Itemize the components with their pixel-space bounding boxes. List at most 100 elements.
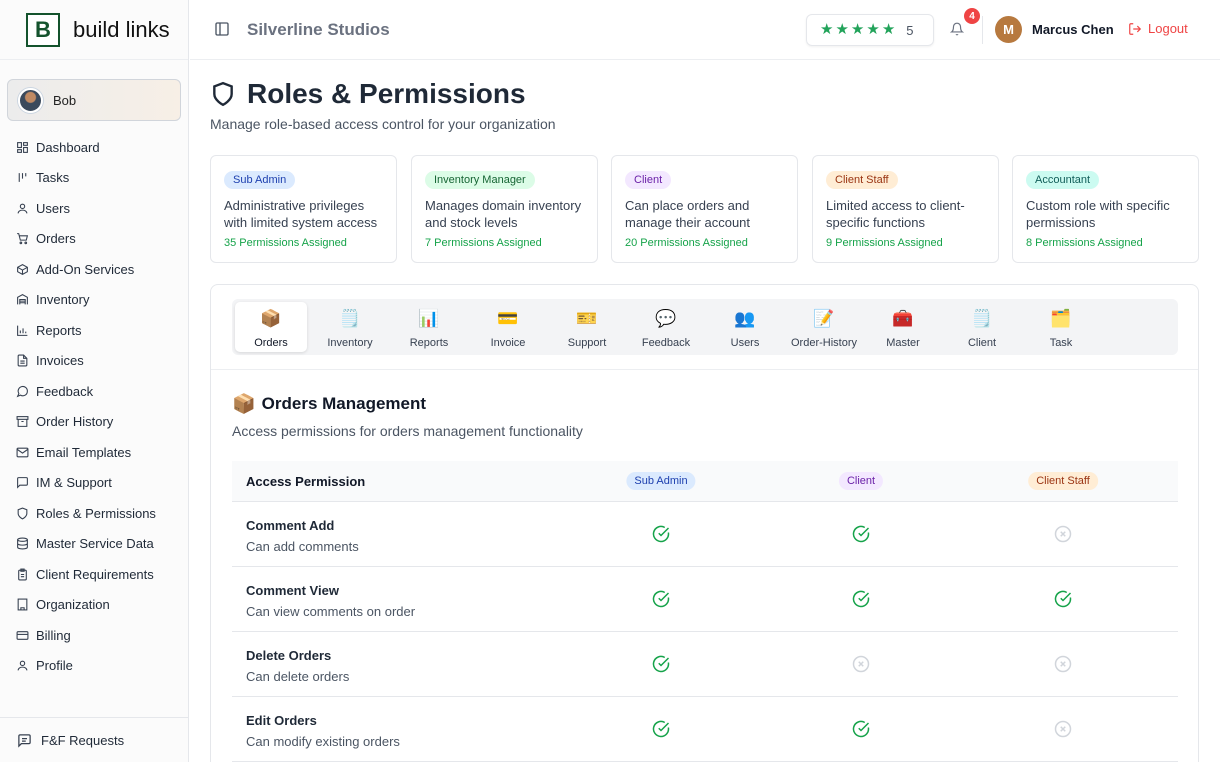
sidebar-item-reports[interactable]: Reports (0, 315, 189, 346)
sidebar-item-tasks[interactable]: Tasks (0, 163, 189, 194)
check-circle-icon[interactable] (652, 655, 670, 673)
sidebar-item-master-service-data[interactable]: Master Service Data (0, 529, 189, 560)
check-circle-icon[interactable] (852, 525, 870, 543)
check-circle-icon[interactable] (852, 590, 870, 608)
role-card[interactable]: Client Staff Limited access to client-spe… (812, 155, 999, 263)
permission-description: Can add comments (246, 539, 359, 554)
rating-widget[interactable]: ★ ★ ★ ★ ★ 5 (806, 14, 934, 46)
x-circle-icon[interactable] (1054, 655, 1072, 673)
role-column-header: Client Staff (1028, 472, 1098, 490)
rating-value: 5 (906, 22, 914, 38)
sidebar-item-label: Profile (36, 658, 73, 674)
user-icon (16, 202, 29, 215)
package-icon: 📦 (232, 394, 256, 415)
sidebar-item-email-templates[interactable]: Email Templates (0, 437, 189, 468)
tab-icon: 🧰 (892, 309, 914, 328)
section-title: 📦 Orders Management (232, 392, 426, 416)
role-card[interactable]: Client Can place orders and manage their … (611, 155, 798, 263)
divider (211, 369, 1198, 370)
sidebar-user-name: Bob (53, 92, 77, 108)
bar-chart-icon (16, 324, 29, 337)
mail-icon (16, 446, 29, 459)
role-card[interactable]: Accountant Custom role with specific perm… (1012, 155, 1199, 263)
role-description: Manages domain inventory and stock level… (425, 198, 582, 230)
logout-button[interactable]: Logout (1128, 21, 1188, 36)
tab-icon: 📊 (418, 309, 440, 328)
tab-client[interactable]: 🗒️ Client (946, 302, 1018, 352)
brand[interactable]: B build links (0, 0, 188, 60)
sidebar-item-feedback[interactable]: Feedback (0, 376, 189, 407)
bell-icon[interactable] (949, 22, 965, 36)
tab-icon: 💳 (497, 309, 519, 328)
tab-orders[interactable]: 📦 Orders (235, 302, 307, 352)
sidebar-item-invoices[interactable]: Invoices (0, 346, 189, 377)
tab-users[interactable]: 👥 Users (709, 302, 781, 352)
section-subtitle: Access permissions for orders management… (232, 423, 583, 439)
page-subtitle: Manage role-based access control for you… (210, 116, 556, 132)
sidebar-user-card[interactable]: Bob (7, 79, 181, 121)
tab-support[interactable]: 🎫 Support (551, 302, 623, 352)
sidebar-item-order-history[interactable]: Order History (0, 407, 189, 438)
header-user-name[interactable]: Marcus Chen (1032, 22, 1114, 37)
permission-name: Comment Add (246, 518, 335, 533)
table-row: Comment Add Can add comments (232, 502, 1178, 567)
archive-icon (16, 415, 29, 428)
sidebar-toggle-icon[interactable] (214, 21, 230, 37)
sidebar-item-client-requirements[interactable]: Client Requirements (0, 559, 189, 590)
tab-invoice[interactable]: 💳 Invoice (472, 302, 544, 352)
ff-requests-link[interactable]: F&F Requests (0, 717, 189, 762)
sidebar-item-label: Invoices (36, 353, 84, 369)
role-permission-count: 20 Permissions Assigned (625, 237, 748, 249)
check-circle-icon[interactable] (852, 720, 870, 738)
tab-task[interactable]: 🗂️ Task (1025, 302, 1097, 352)
tab-icon: 👥 (734, 309, 756, 328)
permission-name: Delete Orders (246, 648, 332, 663)
role-card[interactable]: Sub Admin Administrative privileges with … (210, 155, 397, 263)
role-description: Administrative privileges with limited s… (224, 198, 378, 230)
tab-icon: 🗒️ (339, 309, 361, 328)
x-circle-icon[interactable] (1054, 525, 1072, 543)
tab-reports[interactable]: 📊 Reports (393, 302, 465, 352)
sidebar-item-orders[interactable]: Orders (0, 224, 189, 255)
role-badge: Inventory Manager (425, 171, 535, 189)
role-card[interactable]: Inventory Manager Manages domain inventor… (411, 155, 598, 263)
sidebar-item-users[interactable]: Users (0, 193, 189, 224)
tab-icon: 💬 (655, 309, 677, 328)
sidebar-item-add-on-services[interactable]: Add-On Services (0, 254, 189, 285)
x-circle-icon[interactable] (852, 655, 870, 673)
tab-icon: 📦 (260, 309, 282, 328)
sidebar-item-label: Billing (36, 627, 71, 643)
tab-label: Invoice (490, 337, 526, 349)
tab-inventory[interactable]: 🗒️ Inventory (314, 302, 386, 352)
role-column-header: Sub Admin (626, 472, 696, 490)
role-permission-count: 35 Permissions Assigned (224, 237, 347, 249)
sidebar: B build links Bob Dashboard Tasks Users Ord… (0, 0, 189, 762)
check-circle-icon[interactable] (652, 720, 670, 738)
sidebar-item-profile[interactable]: Profile (0, 651, 189, 682)
tab-feedback[interactable]: 💬 Feedback (630, 302, 702, 352)
sidebar-item-roles-permissions[interactable]: Roles & Permissions (0, 498, 189, 529)
sidebar-item-dashboard[interactable]: Dashboard (0, 132, 189, 163)
clipboard-icon (16, 568, 29, 581)
check-circle-icon[interactable] (1054, 590, 1072, 608)
avatar (18, 87, 43, 113)
sidebar-item-organization[interactable]: Organization (0, 590, 189, 621)
tab-master[interactable]: 🧰 Master (867, 302, 939, 352)
tab-icon: 🗒️ (971, 309, 993, 328)
logout-icon (1129, 22, 1142, 35)
table-body: Comment Add Can add comments Comment View C… (232, 502, 1178, 762)
user-avatar[interactable]: M (995, 16, 1022, 43)
permission-description: Can delete orders (246, 669, 350, 684)
permission-description: Can view comments on order (246, 604, 416, 619)
x-circle-icon[interactable] (1054, 720, 1072, 738)
sidebar-item-billing[interactable]: Billing (0, 620, 189, 651)
tab-order-history[interactable]: 📝 Order-History (788, 302, 860, 352)
ff-requests-label: F&F Requests (41, 732, 125, 748)
sidebar-item-inventory[interactable]: Inventory (0, 285, 189, 316)
sidebar-item-im-support[interactable]: IM & Support (0, 468, 189, 499)
check-circle-icon[interactable] (652, 525, 670, 543)
check-circle-icon[interactable] (652, 590, 670, 608)
sidebar-item-label: Add-On Services (36, 261, 135, 277)
brand-logo: B (26, 12, 60, 47)
tab-label: Users (730, 337, 760, 349)
